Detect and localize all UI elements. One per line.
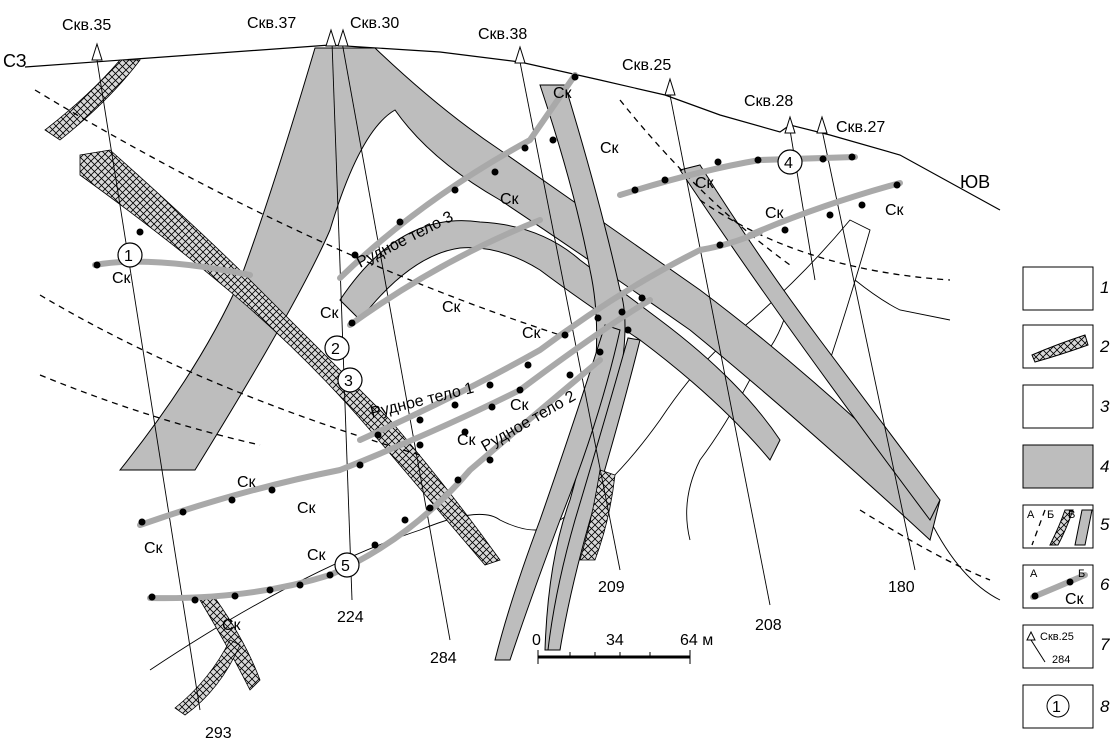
well-label-25: Скв.25	[622, 57, 671, 74]
svg-text:64 м: 64 м	[680, 632, 713, 649]
svg-text:Ск: Ск	[695, 175, 715, 192]
well-label-35: Скв.35	[62, 17, 111, 34]
well-label-37: Скв.37	[247, 15, 296, 32]
svg-text:Ск: Ск	[522, 325, 542, 342]
dike-main-arch	[118, 47, 941, 541]
svg-text:Ск: Ск	[600, 140, 620, 157]
legend: 1 2 3 4 А Б В 5 А Б Ск 6 Скв.25 284 7 1 …	[1022, 266, 1110, 729]
depth-label: 284	[430, 650, 457, 667]
skarn-labels: Ск Ск Ск Ск Ск Ск Ск Ск Ск Ск Ск Ск Ск С…	[112, 85, 905, 634]
fault-line-3	[39, 374, 261, 446]
depth-label: 209	[598, 579, 625, 596]
well-label-27: Скв.27	[836, 119, 885, 136]
svg-text:Ск: Ск	[222, 617, 242, 634]
svg-text:Ск: Ск	[500, 191, 520, 208]
ore-bodies	[92, 72, 903, 602]
svg-text:2: 2	[331, 341, 340, 358]
svg-text:Ск: Ск	[144, 540, 164, 557]
hatched-zone-5	[174, 639, 241, 716]
svg-text:А: А	[1027, 509, 1035, 521]
numbered-circles: 1 2 3 4 5	[117, 149, 803, 578]
svg-text:Ск: Ск	[320, 305, 340, 322]
svg-text:284: 284	[1052, 654, 1070, 666]
svg-text:В: В	[1068, 509, 1075, 521]
granite-lobe	[686, 299, 791, 541]
ore-body-label-2: Рудное тело 2	[479, 388, 579, 456]
fault-line-6	[859, 509, 991, 581]
svg-text:1: 1	[124, 248, 133, 265]
well-label-28: Скв.28	[744, 93, 793, 110]
svg-text:0: 0	[532, 632, 541, 649]
svg-text:А: А	[1030, 568, 1038, 580]
svg-text:8: 8	[1100, 697, 1110, 716]
scale-bar: 0 34 64 м	[532, 632, 713, 664]
direction-nw: СЗ	[3, 51, 27, 71]
svg-text:1: 1	[1100, 278, 1109, 297]
svg-text:Ск: Ск	[457, 432, 477, 449]
svg-text:7: 7	[1100, 635, 1110, 654]
svg-text:Ск: Ск	[442, 299, 462, 316]
svg-text:3: 3	[1100, 397, 1110, 416]
dike-inner-arch	[339, 220, 781, 461]
ore-nodes	[93, 73, 901, 604]
hatched-zone-2	[44, 59, 141, 141]
granite-lobe-2	[854, 279, 951, 321]
svg-text:Ск: Ск	[307, 547, 327, 564]
boreholes	[96, 41, 916, 711]
svg-text:3: 3	[344, 373, 353, 390]
svg-text:1: 1	[1052, 699, 1061, 716]
svg-text:Ск: Ск	[510, 397, 530, 414]
well-label-30: Скв.30	[350, 15, 399, 32]
svg-text:Ск: Ск	[1065, 591, 1085, 608]
svg-text:Скв.25: Скв.25	[1040, 631, 1074, 643]
svg-text:Ск: Ск	[297, 500, 317, 517]
dike-steep-2	[494, 324, 621, 661]
svg-text:4: 4	[1100, 457, 1109, 476]
svg-text:5: 5	[1100, 515, 1110, 534]
depth-label: 208	[755, 617, 782, 634]
svg-text:4: 4	[784, 155, 793, 172]
svg-text:34: 34	[606, 632, 624, 649]
svg-text:Ск: Ск	[765, 205, 785, 222]
svg-text:5: 5	[341, 558, 350, 575]
svg-text:2: 2	[1099, 337, 1110, 356]
svg-text:Ск: Ск	[885, 202, 905, 219]
svg-text:6: 6	[1100, 575, 1110, 594]
direction-se: ЮВ	[960, 172, 990, 192]
svg-text:Б: Б	[1078, 568, 1085, 580]
dike-steep-3	[547, 337, 641, 651]
well-label-38: Скв.38	[478, 26, 527, 43]
svg-text:Б: Б	[1047, 509, 1054, 521]
fault-line-4	[619, 99, 791, 266]
hatched-zone-main	[79, 149, 501, 566]
depth-label: 293	[205, 725, 232, 740]
terrain-surface	[24, 44, 1001, 211]
depth-label: 224	[337, 609, 364, 626]
svg-text:Ск: Ск	[553, 85, 573, 102]
hatched-zone-4	[579, 469, 616, 561]
dike-upper-right	[679, 164, 941, 521]
svg-text:Ск: Ск	[112, 270, 132, 287]
svg-text:Ск: Ск	[237, 474, 257, 491]
well-markers	[91, 28, 828, 134]
fault-line-5	[699, 199, 951, 281]
depth-label: 180	[888, 579, 915, 596]
fault-line-1	[34, 89, 561, 336]
